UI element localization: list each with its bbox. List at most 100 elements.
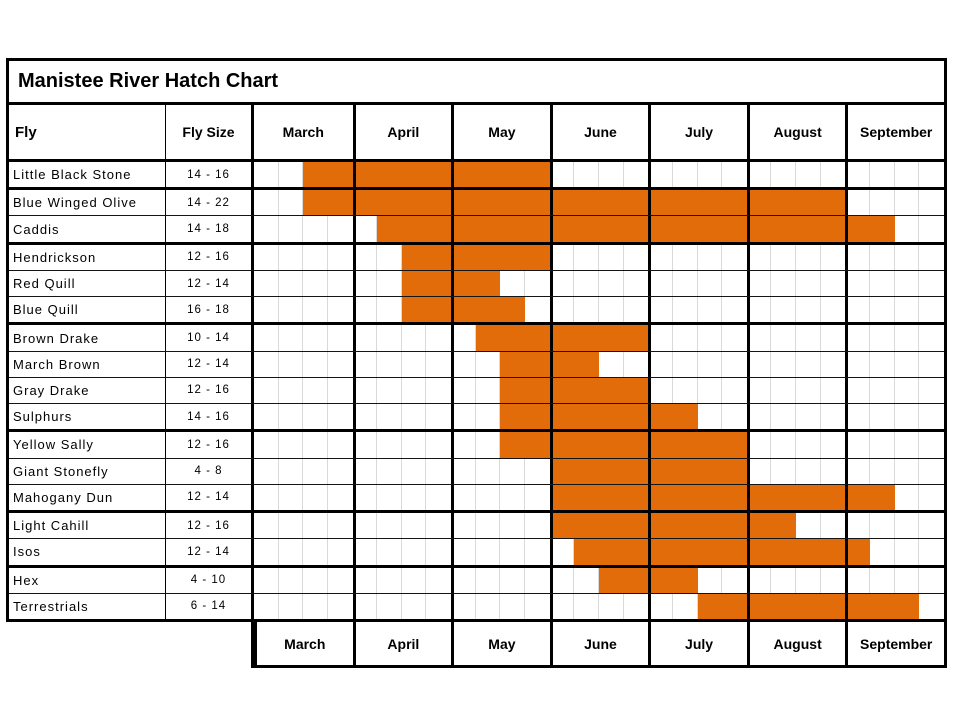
week-cell [377, 404, 402, 430]
fly-size-cell: 14 - 16 [166, 404, 254, 430]
week-cell [698, 404, 723, 430]
week-cell [353, 325, 378, 351]
week-cell [845, 162, 871, 188]
month-label: July [648, 622, 747, 665]
week-cell [451, 404, 476, 430]
week-cell [771, 404, 797, 430]
week-cell [845, 377, 871, 404]
month-header-row: March April May June July August September [254, 105, 944, 159]
week-cell [599, 270, 624, 297]
week-cell [377, 458, 402, 484]
week-cell [870, 244, 895, 270]
week-cell [500, 458, 526, 484]
hatch-row: Blue Winged Olive 14 - 22 [9, 190, 944, 217]
week-cell [525, 539, 550, 564]
week-cell [279, 297, 304, 323]
week-cell [895, 325, 920, 351]
fly-name-cell: Blue Quill [9, 297, 166, 323]
week-cell [279, 539, 304, 565]
week-cell [919, 459, 944, 484]
week-cell [722, 162, 747, 187]
week-cell [624, 162, 649, 187]
week-cell [673, 162, 698, 188]
fly-name-cell: Terrestrials [9, 593, 166, 619]
week-cell [574, 567, 599, 593]
week-cell [919, 245, 944, 270]
week-cell [426, 539, 451, 564]
week-cell [402, 432, 427, 458]
fly-name-cell: Blue Winged Olive [9, 190, 166, 216]
week-cell [550, 593, 575, 619]
month-label: September [845, 622, 944, 665]
week-cell [673, 244, 698, 270]
week-cell [402, 539, 427, 565]
week-cell [845, 297, 871, 323]
week-cell [771, 297, 797, 323]
week-cell [476, 484, 501, 511]
hatch-row: Blue Quill 16 - 18 [9, 297, 944, 326]
month-label: May [451, 622, 550, 665]
week-cell [599, 162, 624, 188]
month-label: May [451, 105, 550, 159]
week-cell [870, 190, 895, 216]
page-title: Manistee River Hatch Chart [18, 70, 279, 92]
week-cell [747, 377, 772, 404]
week-cell [402, 404, 427, 430]
week-cell [919, 432, 944, 457]
week-cell [771, 325, 797, 351]
hatch-period-bar [303, 190, 846, 216]
week-cell [377, 377, 402, 404]
week-cell [870, 377, 895, 404]
week-cell [919, 485, 944, 510]
hatch-period-bar [549, 484, 895, 511]
fly-name-cell: Isos [9, 539, 166, 565]
week-cell [747, 432, 772, 458]
column-header-row: Fly Fly Size March April May June July August… [9, 105, 944, 162]
week-cell [525, 271, 550, 296]
week-cell [821, 404, 846, 429]
week-cell [870, 162, 895, 188]
week-cell [895, 484, 920, 511]
week-cell [698, 351, 723, 377]
week-cell [821, 352, 846, 377]
fly-name-cell: Red Quill [9, 270, 166, 297]
week-cell [845, 567, 871, 593]
hatch-timeline [254, 297, 944, 323]
week-cell [821, 325, 846, 350]
week-cell [377, 513, 402, 539]
week-cell [895, 567, 920, 593]
fly-size-cell: 12 - 16 [166, 432, 254, 458]
week-cell [845, 432, 871, 458]
hatch-period-bar [500, 351, 599, 377]
week-cell [574, 244, 599, 270]
week-cell [328, 271, 353, 296]
fly-size-cell: 4 - 8 [166, 458, 254, 484]
week-grid [254, 270, 944, 297]
week-cell [624, 352, 649, 377]
week-cell [328, 485, 353, 510]
week-cell [870, 432, 895, 458]
week-cell [353, 351, 378, 377]
hatch-row: Caddis 14 - 18 [9, 216, 944, 245]
hatch-row: Isos 12 - 14 [9, 539, 944, 568]
week-cell [353, 270, 378, 297]
week-cell [919, 352, 944, 377]
week-cell [254, 404, 279, 430]
month-label: April [352, 105, 452, 159]
week-cell [845, 404, 871, 430]
week-cell [574, 593, 599, 619]
week-cell [303, 244, 328, 270]
week-cell [353, 432, 378, 458]
week-cell [599, 593, 624, 619]
week-cell [796, 404, 821, 430]
week-cell [254, 432, 279, 458]
week-cell [328, 297, 353, 322]
week-cell [648, 325, 673, 351]
week-cell [328, 216, 353, 241]
week-cell [845, 513, 871, 539]
fly-name-cell: Hex [9, 567, 166, 593]
week-cell [673, 593, 698, 619]
week-cell [402, 593, 427, 619]
week-cell [279, 244, 304, 270]
week-cell [722, 271, 747, 296]
